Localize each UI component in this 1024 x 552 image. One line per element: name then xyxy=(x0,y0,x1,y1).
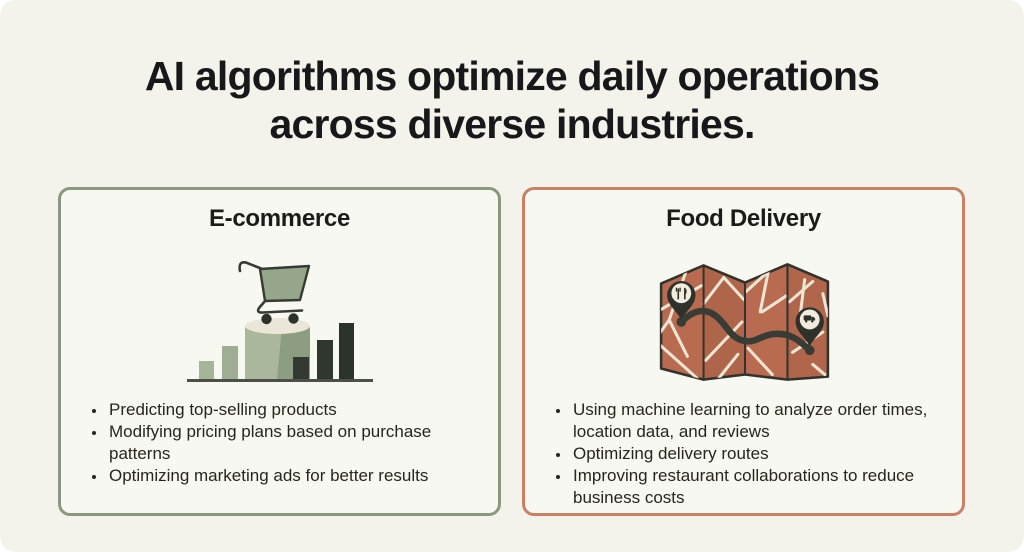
ecommerce-bullet-list: Predicting top-selling products Modifyin… xyxy=(107,399,470,487)
card-ecommerce: E-commerce xyxy=(58,187,501,516)
delivery-truck-pin-icon xyxy=(795,307,824,347)
list-item: Improving restaurant collaborations to r… xyxy=(571,465,934,509)
shopping-cart-icon xyxy=(237,261,310,325)
shopping-cart-bar-chart-icon xyxy=(186,261,373,382)
food-delivery-illustration xyxy=(525,237,962,389)
restaurant-pin-icon xyxy=(666,281,695,320)
card-food-delivery: Food Delivery xyxy=(522,187,965,516)
bar-chart-icon xyxy=(198,346,238,379)
list-item: Optimizing marketing ads for better resu… xyxy=(107,465,470,487)
list-item: Using machine learning to analyze order … xyxy=(571,399,934,443)
page-title-line2: across diverse industries. xyxy=(269,101,755,147)
list-item: Modifying pricing plans based on purchas… xyxy=(107,421,470,465)
card-food-delivery-title: Food Delivery xyxy=(666,205,821,232)
food-delivery-bullet-list: Using machine learning to analyze order … xyxy=(571,399,934,509)
delivery-route xyxy=(675,307,815,356)
ecommerce-illustration xyxy=(61,237,498,389)
map-icon xyxy=(659,263,829,381)
list-item: Optimizing delivery routes xyxy=(571,443,934,465)
truck-glyph xyxy=(803,315,815,323)
bar-chart-icon-dark xyxy=(292,323,354,379)
map-streets xyxy=(660,265,828,380)
page-title-line1: AI algorithms optimize daily operations xyxy=(144,53,880,99)
list-item: Predicting top-selling products xyxy=(107,399,470,421)
card-ecommerce-title: E-commerce xyxy=(208,205,351,232)
fork-knife-glyph xyxy=(675,287,687,300)
page-title: AI algorithms optimize daily operations … xyxy=(0,52,1024,148)
